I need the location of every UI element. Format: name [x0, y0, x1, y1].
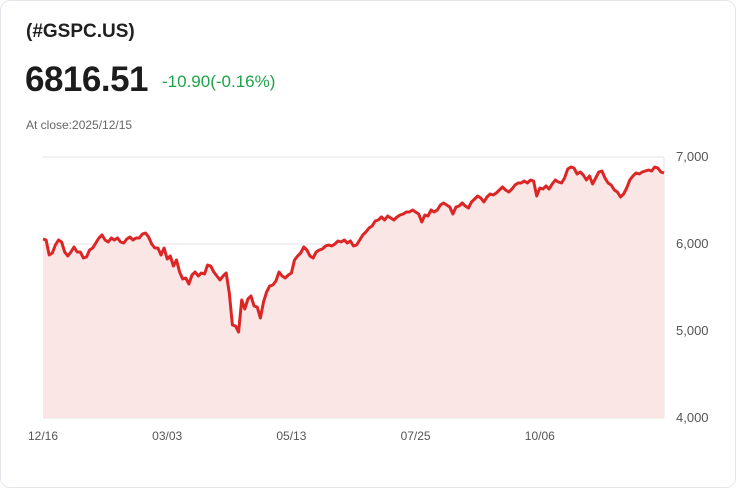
price-change: -10.90(-0.16%) [162, 72, 276, 91]
y-tick-label: 6,000 [676, 236, 709, 251]
price-line [42, 165, 665, 334]
last-price: 6816.51 [25, 60, 149, 99]
x-tick-label: 12/16 [28, 429, 58, 443]
price-area [43, 167, 664, 418]
x-tick-label: 05/13 [276, 429, 306, 443]
symbol-title: (#GSPC.US) [26, 21, 135, 42]
close-date: At close:2025/12/15 [26, 118, 133, 132]
y-tick-label: 7,000 [676, 149, 709, 164]
x-tick-label: 07/25 [401, 429, 431, 443]
y-tick-label: 5,000 [676, 323, 709, 338]
x-tick-label: 03/03 [152, 429, 182, 443]
x-tick-label: 10/06 [525, 429, 555, 443]
y-tick-label: 4,000 [676, 410, 709, 425]
